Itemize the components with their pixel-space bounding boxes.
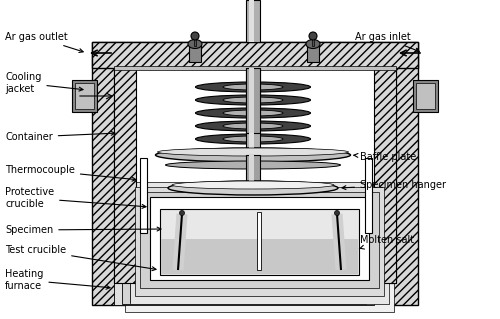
Bar xyxy=(150,197,369,280)
Text: Protective
crucible: Protective crucible xyxy=(5,187,146,209)
Bar xyxy=(92,42,418,68)
Ellipse shape xyxy=(223,136,283,142)
Ellipse shape xyxy=(196,134,310,144)
Ellipse shape xyxy=(196,82,310,92)
Bar xyxy=(249,68,254,133)
Bar xyxy=(135,187,384,296)
Bar xyxy=(114,66,396,70)
Ellipse shape xyxy=(168,181,338,195)
Bar xyxy=(75,83,94,109)
Bar xyxy=(246,155,260,190)
Bar xyxy=(374,68,396,283)
Ellipse shape xyxy=(223,110,283,116)
Ellipse shape xyxy=(156,148,350,162)
Bar xyxy=(249,0,254,42)
Bar xyxy=(125,177,394,312)
Ellipse shape xyxy=(196,121,310,131)
Bar xyxy=(140,158,147,233)
Text: Heating
furnace: Heating furnace xyxy=(5,269,110,291)
Bar xyxy=(146,283,342,299)
Bar xyxy=(189,44,201,62)
Bar xyxy=(130,182,389,304)
Bar xyxy=(246,68,260,133)
Text: Container: Container xyxy=(5,131,115,142)
Text: Specimen: Specimen xyxy=(5,225,161,235)
Ellipse shape xyxy=(334,211,340,216)
Bar xyxy=(161,239,358,274)
Bar xyxy=(416,83,435,109)
Bar xyxy=(92,42,418,305)
Bar xyxy=(249,155,254,190)
Bar xyxy=(246,68,260,168)
Bar xyxy=(114,68,136,283)
Ellipse shape xyxy=(166,161,340,169)
Bar xyxy=(130,283,358,302)
Bar xyxy=(72,80,97,112)
Text: Ar gas outlet: Ar gas outlet xyxy=(5,32,83,52)
Bar xyxy=(246,0,260,42)
Text: Cooling
jacket: Cooling jacket xyxy=(5,72,83,94)
Bar xyxy=(114,283,374,305)
Bar xyxy=(140,192,379,288)
Bar xyxy=(249,68,254,168)
Ellipse shape xyxy=(172,181,334,189)
Bar xyxy=(114,68,396,283)
Text: Test crucible: Test crucible xyxy=(5,245,156,271)
Text: Molten salt: Molten salt xyxy=(360,235,414,249)
Ellipse shape xyxy=(223,84,283,90)
Bar xyxy=(257,212,261,270)
Ellipse shape xyxy=(223,97,283,103)
Bar xyxy=(194,38,196,46)
Bar xyxy=(307,44,319,62)
Bar xyxy=(312,38,314,46)
Text: Thermocouple: Thermocouple xyxy=(5,165,136,181)
Ellipse shape xyxy=(158,148,348,156)
Ellipse shape xyxy=(223,123,283,129)
Bar xyxy=(160,209,359,275)
Bar xyxy=(413,80,438,112)
Text: Ar gas inlet: Ar gas inlet xyxy=(355,32,420,52)
Bar xyxy=(122,283,366,303)
Ellipse shape xyxy=(309,32,317,40)
Text: Specimen hanger: Specimen hanger xyxy=(342,180,446,190)
Ellipse shape xyxy=(180,211,184,216)
Ellipse shape xyxy=(191,32,199,40)
Ellipse shape xyxy=(188,40,202,48)
Bar xyxy=(138,283,350,300)
Bar xyxy=(365,158,372,233)
Text: Baffle plate: Baffle plate xyxy=(354,152,416,162)
Ellipse shape xyxy=(306,40,320,48)
Ellipse shape xyxy=(196,95,310,105)
Ellipse shape xyxy=(196,108,310,118)
